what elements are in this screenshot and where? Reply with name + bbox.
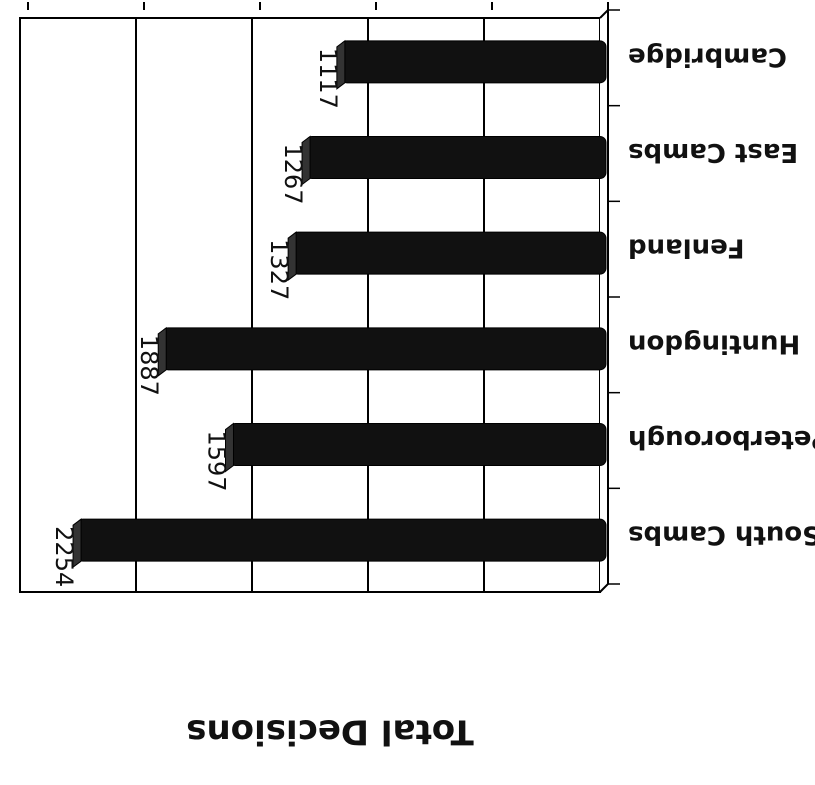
bar bbox=[291, 231, 607, 275]
bar bbox=[340, 40, 607, 84]
bar bbox=[228, 423, 607, 466]
bar-cap bbox=[336, 39, 346, 90]
category-label: South Cambs bbox=[628, 520, 815, 550]
bar bbox=[305, 136, 607, 179]
category-label: Huntingdon bbox=[628, 328, 800, 358]
chart-root: 050010001500200025001117Cambridge1267Eas… bbox=[19, 2, 815, 752]
category-label: Cambridge bbox=[628, 41, 787, 71]
data-label: 1327 bbox=[265, 239, 293, 300]
bar-cap bbox=[287, 231, 297, 282]
data-label: 1117 bbox=[314, 48, 342, 109]
bar-cap bbox=[301, 135, 311, 186]
bar-cap bbox=[72, 518, 82, 569]
plot-area bbox=[19, 17, 601, 593]
data-label: 2254 bbox=[50, 526, 78, 587]
x-axis-title: Total Decisions bbox=[186, 712, 474, 752]
bar-cap bbox=[157, 326, 167, 377]
bar bbox=[161, 327, 607, 371]
plot-floor bbox=[599, 7, 609, 593]
data-label: 1887 bbox=[135, 335, 163, 396]
bar-cap bbox=[224, 422, 234, 473]
bar bbox=[76, 518, 607, 562]
data-label: 1597 bbox=[202, 431, 230, 492]
data-label: 1267 bbox=[279, 144, 307, 205]
category-label: Peterborough bbox=[628, 424, 815, 454]
category-label: East Cambs bbox=[628, 137, 798, 167]
category-label: Fenland bbox=[628, 233, 744, 263]
